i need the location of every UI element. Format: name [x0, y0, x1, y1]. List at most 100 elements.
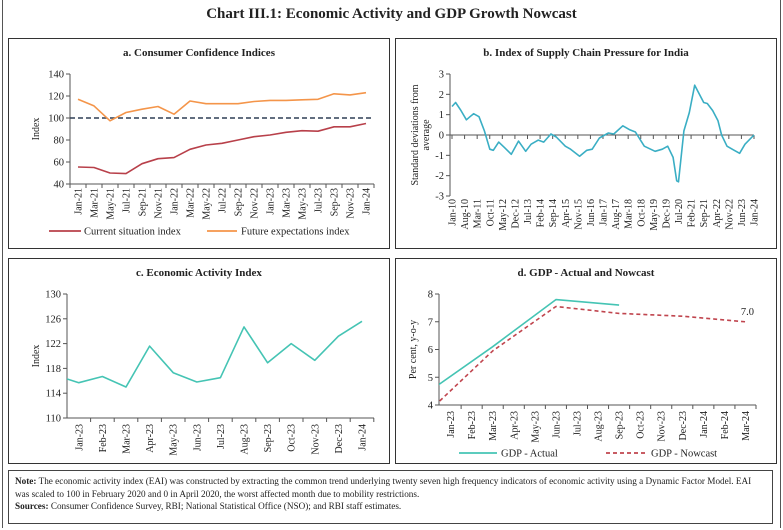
chart-title: d. GDP - Actual and Nowcast: [518, 267, 655, 279]
sources-label: Sources:: [15, 501, 49, 511]
x-tick-label: Feb-23: [467, 411, 478, 439]
x-tick-label: Feb-14: [536, 199, 547, 227]
x-tick-label: Oct-18: [636, 199, 647, 227]
legend-label-gdp-nowcast: GDP - Nowcast: [651, 449, 717, 460]
notes-box: Note: The economic activity index (EAI) …: [8, 470, 773, 524]
x-tick-label: Oct-23: [287, 424, 298, 452]
series-line-gdp-nowcast: [439, 305, 746, 403]
x-tick-label: May-22: [202, 188, 213, 220]
y-axis-title-line-1: Standard deviations from: [410, 84, 421, 185]
x-tick-label: Jun-23: [551, 411, 562, 438]
x-tick-label: Sep-14: [548, 199, 559, 227]
x-tick-label: Mar-24: [741, 411, 752, 441]
x-tick-label: Apr-22: [712, 199, 723, 228]
series-line-supply-chain-pressure: [451, 84, 755, 183]
x-tick-label: Jan-23: [74, 424, 85, 451]
x-tick-label: Aug-23: [240, 424, 251, 455]
y-axis-title: Index: [31, 345, 42, 368]
x-tick-label: Jul-23: [216, 424, 227, 449]
series-line-current-situation: [77, 122, 367, 175]
x-tick-label: May-19: [649, 199, 660, 231]
x-tick-label: Jan-23: [446, 411, 457, 438]
x-tick-label: Feb-24: [720, 411, 731, 439]
chart-title: b. Index of Supply Chain Pressure for In…: [483, 47, 689, 59]
x-tick-label: Mar-21: [90, 188, 101, 218]
y-tick-label: 2: [439, 90, 444, 101]
y-tick-label: 1: [439, 110, 444, 121]
x-tick-label: Jan-24: [358, 424, 369, 451]
x-tick-label: Jan-22: [170, 188, 181, 215]
y-tick-label: 122: [45, 339, 61, 350]
x-tick-label: May-12: [498, 199, 509, 231]
x-tick-label: Oct-11: [485, 199, 496, 226]
x-tick-label: Dec-23: [334, 424, 345, 453]
y-axis-title: Standard deviations fromaverage: [410, 84, 432, 185]
y-axis-title: Index: [31, 118, 42, 141]
y-tick-label: 40: [54, 180, 65, 191]
x-tick-label: Nov-23: [657, 411, 668, 442]
y-tick-label: -3: [435, 192, 444, 203]
x-tick-label: Jun-23: [737, 199, 748, 226]
x-tick-label: Jan-24: [699, 411, 710, 438]
x-tick-label: Apr-23: [145, 424, 156, 453]
y-tick-label: 0: [439, 131, 444, 142]
y-tick-label: 140: [48, 70, 64, 81]
x-tick-label: Mar-23: [488, 411, 499, 441]
y-tick-label: 4: [428, 401, 434, 412]
panel-supply-chain-pressure: b. Index of Supply Chain Pressure for In…: [395, 38, 777, 249]
supply-chain-pressure-chart: b. Index of Supply Chain Pressure for In…: [410, 47, 761, 231]
y-tick-label: 6: [428, 345, 433, 356]
data-label-nowcast-last: 7.0: [741, 307, 754, 318]
note-label: Note:: [15, 476, 37, 486]
legend-label-future-expectations: Future expectations index: [241, 227, 350, 238]
x-tick-label: May-23: [169, 424, 180, 456]
y-tick-label: 130: [45, 290, 61, 301]
x-tick-label: May-23: [298, 188, 309, 220]
y-tick-label: 100: [48, 114, 64, 125]
x-tick-label: Mar-18: [624, 199, 635, 229]
x-tick-label: Jan-24: [750, 199, 761, 226]
y-tick-label: 118: [46, 364, 61, 375]
x-tick-label: Aug-10: [460, 199, 471, 230]
x-tick-label: Jul-23: [314, 188, 325, 213]
consumer-confidence-chart: a. Consumer Confidence Indices Index 40 60 8…: [31, 47, 375, 238]
y-tick-label: 5: [428, 373, 433, 384]
y-tick-label: 80: [54, 136, 65, 147]
y-tick-label: 120: [48, 92, 64, 103]
x-tick-label: Jun-16: [586, 199, 597, 226]
x-tick-label: Apr-15: [561, 199, 572, 228]
sources: Sources: Consumer Confidence Survey, RBI…: [15, 500, 766, 513]
x-tick-label: Nov-21: [154, 188, 165, 219]
y-tick-label: 110: [46, 414, 61, 425]
y-axis-title-line-2: average: [421, 119, 432, 151]
x-tick-label: Sep-21: [699, 199, 710, 227]
x-tick-label: Nov-22: [724, 199, 735, 230]
series-line-future-expectations: [77, 91, 367, 122]
panel-economic-activity: c. Economic Activity Index Index 110 114 118…: [8, 258, 390, 464]
y-tick-label: 126: [45, 314, 61, 325]
x-tick-label: Aug-17: [611, 199, 622, 230]
sources-text: Consumer Confidence Survey, RBI; Nationa…: [50, 501, 402, 511]
x-tick-label: Jan-10: [448, 199, 459, 226]
x-tick-label: Jun-23: [192, 424, 203, 451]
x-tick-label: Mar-23: [282, 188, 293, 218]
chart-title: a. Consumer Confidence Indices: [123, 47, 276, 59]
legend-label-current-situation: Current situation index: [84, 227, 182, 238]
x-tick-label: Jul-23: [572, 411, 583, 436]
chart-title: c. Economic Activity Index: [136, 267, 262, 279]
x-tick-label: Apr-23: [509, 411, 520, 440]
series-line-economic-activity-index: [67, 320, 363, 388]
x-tick-label: Nov-23: [310, 424, 321, 455]
y-tick-label: -2: [435, 171, 444, 182]
y-tick-label: 60: [54, 158, 65, 169]
x-tick-label: Jan-24: [362, 188, 373, 215]
series-line-gdp-actual: [439, 298, 620, 386]
gdp-nowcast-chart: d. GDP - Actual and Nowcast Per cent, y-o…: [408, 267, 757, 460]
x-tick-label: Jul-22: [218, 188, 229, 213]
x-tick-label: Jul-21: [122, 188, 133, 213]
x-tick-label: Nov-23: [346, 188, 357, 219]
x-tick-label: Nov-15: [573, 199, 584, 230]
panel-gdp-nowcast: d. GDP - Actual and Nowcast Per cent, y-o…: [395, 258, 777, 464]
x-tick-label: Jul-20: [674, 199, 685, 224]
x-tick-label: Jan-23: [266, 188, 277, 215]
